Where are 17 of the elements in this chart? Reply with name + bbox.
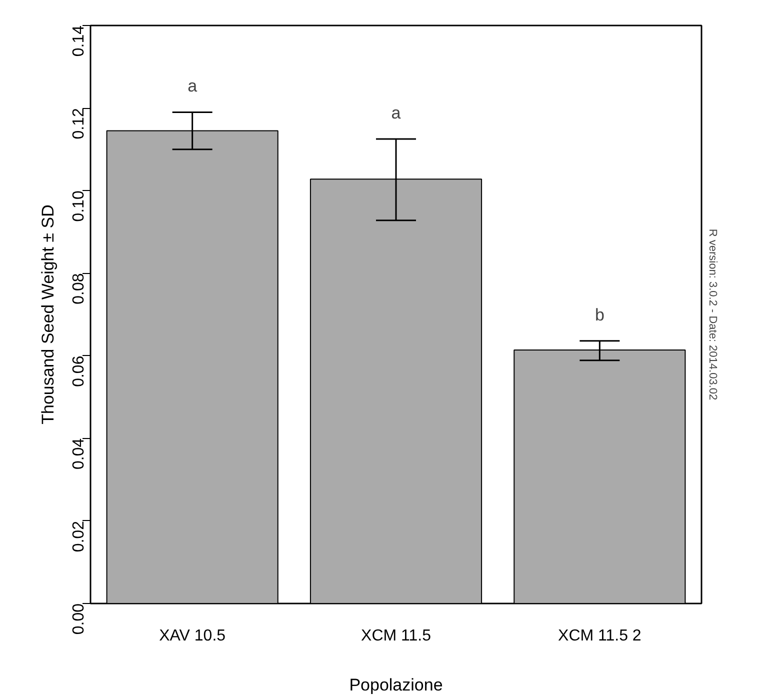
- annotation: b: [594, 305, 604, 324]
- annotation: a: [188, 76, 198, 96]
- y-axis-title: Thousand Seed Weight ± SD: [38, 204, 58, 424]
- annotation: a: [391, 104, 402, 123]
- y-tick-label: 0.04: [70, 438, 88, 470]
- x-tick-label: XCM 11.5: [361, 628, 432, 644]
- y-tick-label: 0.06: [70, 356, 88, 387]
- x-tick-label: XCM 11.5 2: [558, 628, 642, 644]
- text: R version: 3.0.2 - Date: 2014.03.02: [706, 228, 718, 400]
- y-tick-label: 0.12: [70, 108, 88, 140]
- x-axis-title: Popolazione: [349, 676, 443, 694]
- y-tick-label: 0.08: [70, 273, 88, 304]
- y-tick-label: 0.00: [70, 603, 88, 635]
- y-tick-label: 0.02: [70, 520, 88, 552]
- y-tick-label: 0.10: [70, 190, 88, 222]
- y-tick-label: 0.14: [70, 25, 88, 57]
- x-tick-label: XAV 10.5: [159, 628, 226, 644]
